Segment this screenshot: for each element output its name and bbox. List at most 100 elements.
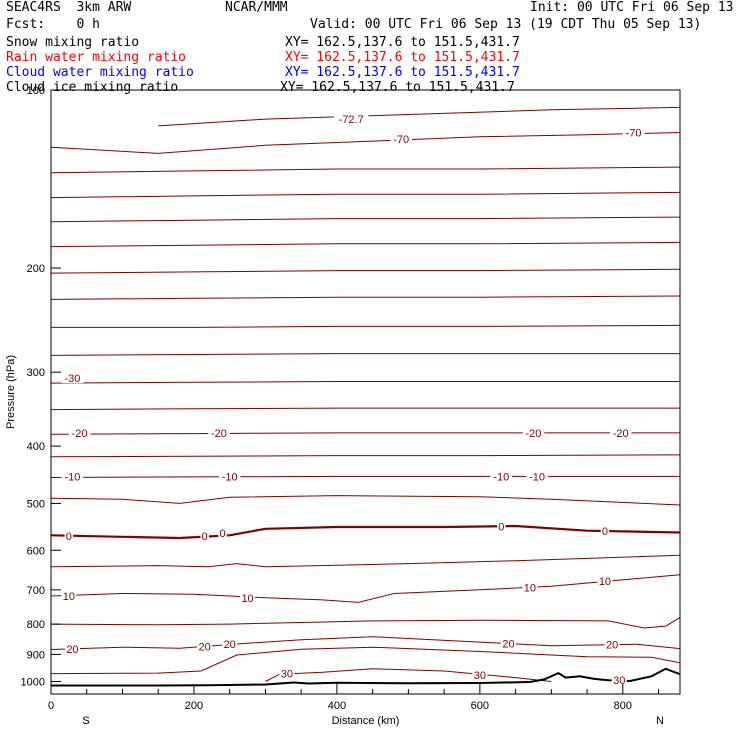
contour-label-bg (522, 581, 538, 593)
x-tick-label: 400 (328, 700, 346, 712)
contour-label: -10 (529, 471, 545, 483)
y-tick-label: 700 (27, 585, 45, 597)
contour-label-bg (197, 640, 213, 652)
contour-line (50, 495, 681, 506)
contour-label-bg (497, 520, 506, 532)
field-cloudwater-xy: XY= 162.5,137.6 to 151.5,431.7 (285, 65, 520, 80)
contour-line (50, 475, 680, 478)
y-tick-label: 1000 (21, 676, 45, 688)
contour-label: -70 (393, 134, 409, 146)
contour-line (50, 216, 681, 223)
contour-label-bg (61, 590, 77, 602)
contour-label-bg (68, 426, 91, 438)
terrain-line (51, 667, 681, 687)
contour-label: -20 (211, 428, 227, 440)
contour-label: -30 (64, 373, 80, 385)
contour-line (50, 554, 681, 568)
contour-label: 10 (241, 593, 253, 605)
contour-label: 0 (202, 531, 208, 543)
contour-label: 30 (281, 669, 293, 681)
contour-line (50, 617, 681, 629)
contour-label-bg (522, 426, 545, 438)
south-end-label: S (82, 715, 89, 727)
y-tick-label: 400 (27, 441, 45, 453)
contour-label: -10 (64, 471, 80, 483)
contour-label: 0 (498, 521, 504, 533)
contour-label-bg (609, 426, 632, 438)
contour-label-bg (61, 372, 84, 384)
contour-label-bg (208, 426, 230, 438)
contour-label-bg (64, 530, 74, 542)
contour-label-bg (472, 668, 488, 680)
contour-label-bg (622, 126, 645, 138)
contour-label: 0 (602, 526, 608, 538)
contour-label-bg (218, 470, 241, 482)
y-tick-label: 300 (27, 367, 45, 379)
contour-line (50, 241, 681, 248)
field-rain-xy: XY= 162.5,137.6 to 151.5,431.7 (285, 50, 520, 65)
contour-label: 0 (219, 528, 225, 540)
contour-line (50, 166, 681, 174)
x-tick-label: 600 (471, 700, 489, 712)
contour-label-bg (222, 638, 238, 650)
contour-line (50, 295, 681, 300)
contour-label-bg (200, 530, 209, 542)
center-label: NCAR/MMM (225, 0, 288, 15)
contour-label-bg (64, 643, 80, 655)
y-tick-label: 500 (27, 498, 45, 510)
contour-line (50, 132, 681, 154)
contour-line (265, 668, 552, 682)
contour-label: 20 (606, 640, 618, 652)
contour-label: -20 (613, 428, 629, 440)
y-tick-label: 600 (27, 545, 45, 557)
contour-line (50, 381, 680, 384)
init-time: Init: 00 UTC Fri 06 Sep 13 (530, 0, 734, 15)
x-axis-label: Distance (km) (332, 715, 400, 727)
contour-line (51, 324, 681, 328)
contour-line (50, 268, 681, 274)
contour-label-bg (500, 637, 516, 649)
contour-label: -10 (222, 471, 238, 483)
contour-label: 20 (199, 641, 211, 653)
contour-label: -70 (626, 128, 642, 140)
contour-line (50, 646, 681, 675)
y-axis-label: Pressure (hPa) (5, 355, 17, 429)
valid-time: Valid: 00 UTC Fri 06 Sep 13 (19 CDT Thu … (310, 17, 702, 32)
contour-label: 20 (224, 639, 236, 651)
contour-label-bg (600, 525, 610, 537)
contour-label-bg (61, 470, 84, 482)
contour-label-bg (526, 470, 548, 482)
contour-label: 0 (66, 531, 72, 543)
contour-label-bg (279, 667, 295, 679)
contour-label: -20 (72, 428, 88, 440)
field-cloudice-name: Cloud ice mixing ratio (6, 80, 179, 95)
x-tick-label: 200 (185, 700, 203, 712)
x-tick-label: 800 (614, 700, 632, 712)
x-tick-label: 0 (48, 700, 54, 712)
contour-label-bg (390, 132, 412, 144)
contour-label: 10 (63, 591, 75, 603)
forecast-hour: Fcst: 0 h (6, 17, 100, 32)
contour-line (50, 407, 680, 411)
plot-frame (50, 89, 681, 695)
north-end-label: N (656, 715, 664, 727)
contour-line (158, 106, 681, 127)
contour-label-bg (240, 591, 256, 603)
contour-label-bg (333, 113, 369, 125)
contour-label: 30 (474, 670, 486, 682)
contour-line (50, 353, 680, 356)
y-tick-label: 100 (27, 85, 45, 97)
contour-line (50, 191, 681, 199)
run-title: SEAC4RS 3km ARW (6, 0, 132, 15)
field-rain-name: Rain water mixing ratio (6, 50, 187, 65)
contour-label: -10 (493, 471, 509, 483)
contour-label-bg (611, 674, 627, 686)
contour-label-bg (604, 638, 620, 650)
contour-label-bg (597, 574, 613, 586)
contour-label: 10 (524, 582, 536, 594)
field-snow-xy: XY= 162.5,137.6 to 151.5,431.7 (285, 35, 520, 50)
contour-label: 30 (613, 675, 625, 687)
contour-label-bg (490, 470, 513, 482)
field-snow-name: Snow mixing ratio (6, 35, 140, 50)
